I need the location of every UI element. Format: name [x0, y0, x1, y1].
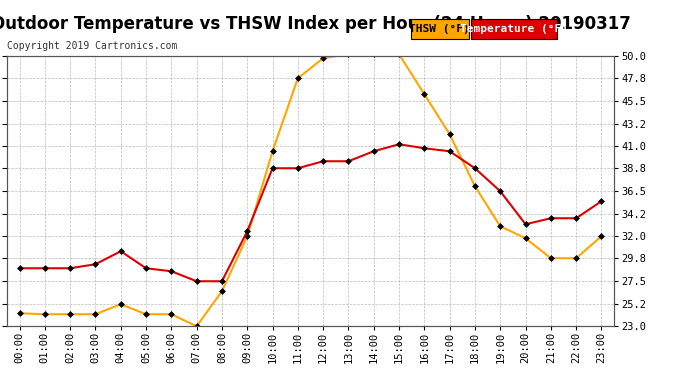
Text: Temperature (°F): Temperature (°F) [460, 24, 568, 34]
Text: THSW (°F): THSW (°F) [409, 24, 471, 34]
Text: Copyright 2019 Cartronics.com: Copyright 2019 Cartronics.com [7, 41, 177, 51]
Text: Outdoor Temperature vs THSW Index per Hour (24 Hours) 20190317: Outdoor Temperature vs THSW Index per Ho… [0, 15, 631, 33]
